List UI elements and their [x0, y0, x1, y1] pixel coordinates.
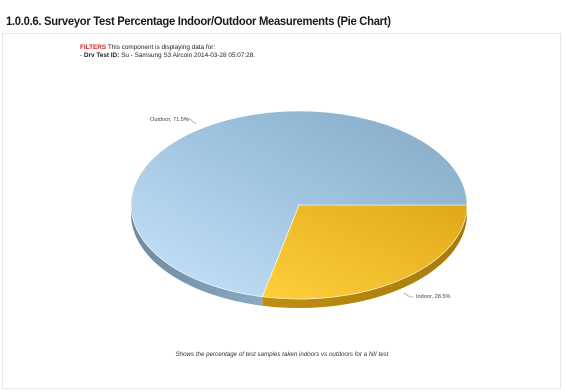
pie-slice-indoor[interactable]: [261, 204, 468, 300]
chart-panel: [2, 33, 561, 389]
filter-item-prefix: -: [80, 51, 84, 59]
pie-slice-outdoor[interactable]: [130, 110, 468, 298]
filters-label: FILTERS: [80, 44, 107, 51]
chart-caption: Shows the percentage of test samples tak…: [175, 351, 389, 358]
filter-item-value: Su - Samsung S3 Aircoin 2014-03-28 05:07…: [119, 51, 256, 59]
pie-group: [130, 110, 468, 309]
pie-slice-side-outdoor: [131, 205, 263, 306]
leader-line-outdoor: [184, 118, 197, 125]
slice-labels: Indoor, 28.5% Outdoor, 71.5%: [150, 117, 451, 300]
filters-info: FILTERS This component is displaying dat…: [80, 44, 255, 59]
page-title: 1.0.0.6. Surveyor Test Percentage Indoor…: [6, 14, 391, 28]
filters-text: This component is displaying data for:: [106, 44, 216, 51]
slice-label-indoor: Indoor, 28.5%: [416, 294, 451, 300]
leader-line-indoor: [403, 292, 414, 298]
filter-item-label: Drv Test ID:: [83, 51, 120, 59]
slice-label-outdoor: Outdoor, 71.5%: [150, 117, 189, 123]
